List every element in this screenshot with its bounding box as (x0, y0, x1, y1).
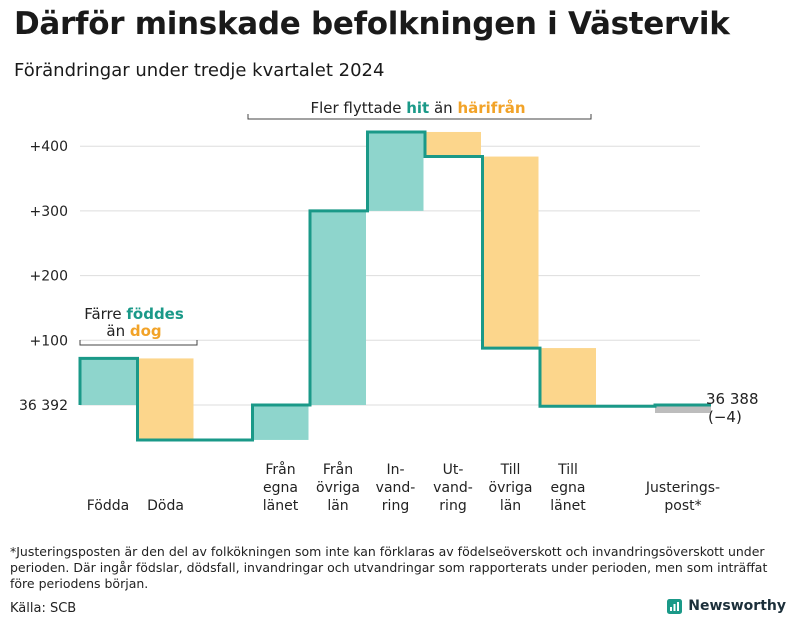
bar-till-egna-lanet (540, 348, 596, 407)
chart-subtitle: Förändringar under tredje kvartalet 2024 (14, 60, 385, 81)
source-note: Källa: SCB (10, 601, 77, 616)
x-label-invandring: vand- (376, 480, 416, 496)
y-tick-label: +100 (30, 333, 68, 349)
annotation-births-bracket (79, 340, 198, 346)
bar-justeringspost (655, 405, 711, 413)
y-tick-label: +200 (30, 269, 68, 285)
x-label-till-ovriga-lan: övriga (489, 480, 533, 496)
x-label-justeringspost: post* (664, 498, 701, 514)
waterfall-chart: +100 +200 +300 +400 36 392 Födda Döda Från egna l… (19, 99, 759, 514)
x-label-till-ovriga-lan: Till (500, 462, 521, 478)
x-label-invandring: In- (386, 462, 404, 478)
x-label-till-ovriga-lan: län (500, 498, 521, 514)
x-label-fran-egna-lanet: länet (263, 498, 299, 514)
x-label-fran-ovriga-lan: Från (323, 461, 353, 478)
chart-title: Därför minskade befolkningen i Västervik (14, 6, 730, 42)
brand-name: Newsworthy (688, 598, 786, 614)
x-label-fran-ovriga-lan: övriga (316, 480, 360, 496)
x-label-fran-egna-lanet: egna (263, 480, 298, 496)
x-label-till-egna-lanet: länet (550, 498, 586, 514)
annotation-migration: Fler flyttade hit än härifrån (310, 99, 525, 117)
x-label-utvandring: Ut- (443, 462, 464, 478)
x-label-utvandring: vand- (433, 480, 473, 496)
x-label-till-egna-lanet: egna (551, 480, 586, 496)
x-label-utvandring: ring (439, 498, 466, 514)
footnote: *Justeringsposten är den del av folkökni… (10, 544, 768, 591)
annotation-births-line2: än dog (106, 322, 161, 340)
annotation-migration-bracket (247, 114, 592, 120)
brand-logo: Newsworthy (667, 598, 786, 614)
y-tick-label: +400 (30, 139, 68, 155)
x-label-doda: Döda (147, 498, 184, 514)
y-tick-label: +300 (30, 204, 68, 220)
x-label-justeringspost: Justerings- (645, 480, 720, 496)
x-label-fran-ovriga-lan: län (327, 498, 348, 514)
x-label-invandring: ring (382, 498, 409, 514)
bar-utvandring (425, 131, 481, 157)
bar-doda (137, 358, 194, 440)
bar-invandring (367, 131, 424, 211)
bar-fran-ovriga-lan (310, 210, 366, 405)
end-value-label: 36 388 (706, 390, 759, 408)
x-label-till-egna-lanet: Till (557, 462, 578, 478)
bar-till-ovriga-lan (482, 156, 539, 349)
cumulative-line (78, 130, 711, 442)
baseline-label: 36 392 (19, 398, 68, 414)
x-label-fodda: Födda (87, 498, 129, 514)
x-label-fran-egna-lanet: Från (265, 461, 295, 478)
annotation-births-line1: Färre föddes (84, 305, 184, 323)
end-change-label: (−4) (708, 408, 742, 426)
bar-fodda (80, 358, 136, 405)
newsworthy-logo-icon (667, 598, 683, 614)
bar-fran-egna-lanet (252, 405, 309, 440)
